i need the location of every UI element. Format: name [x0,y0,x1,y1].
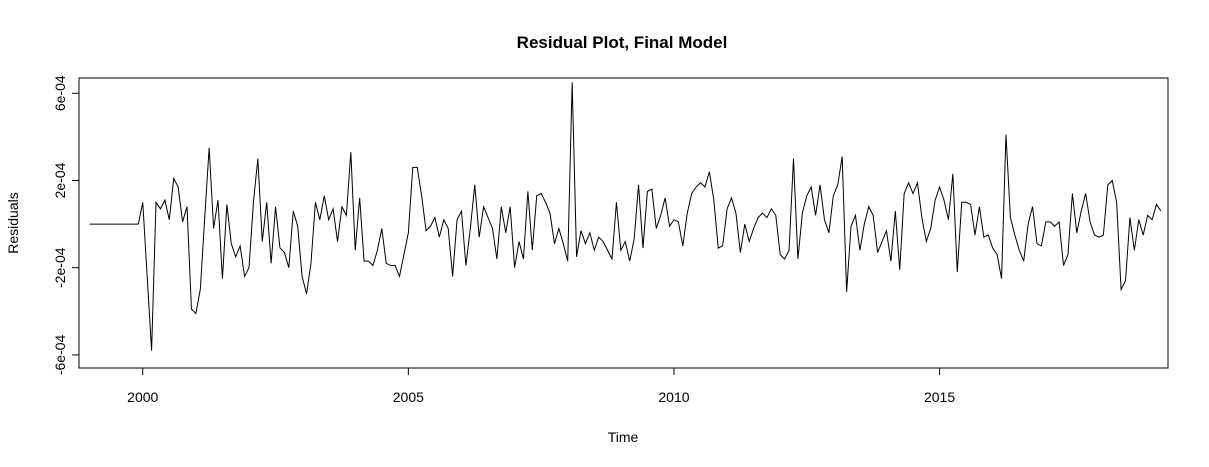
y-tick-label: -6e-04 [52,334,68,375]
chart-title: Residual Plot, Final Model [517,33,728,52]
y-axis-label: Residuals [5,192,21,253]
x-axis: 2000 2005 2010 2015 [127,367,955,405]
x-tick-label: 2005 [393,389,424,405]
y-tick-label: -2e-04 [52,247,68,288]
residual-series-line [89,82,1162,351]
y-tick-label: 2e-04 [52,162,68,198]
x-axis-label: Time [608,429,639,445]
y-tick-label: 6e-04 [52,75,68,111]
y-axis: -6e-04 -2e-04 2e-04 6e-04 [52,75,80,375]
x-tick-label: 2000 [127,389,158,405]
plot-frame [78,77,1169,369]
x-tick-label: 2015 [924,389,955,405]
x-tick-label: 2010 [658,389,689,405]
